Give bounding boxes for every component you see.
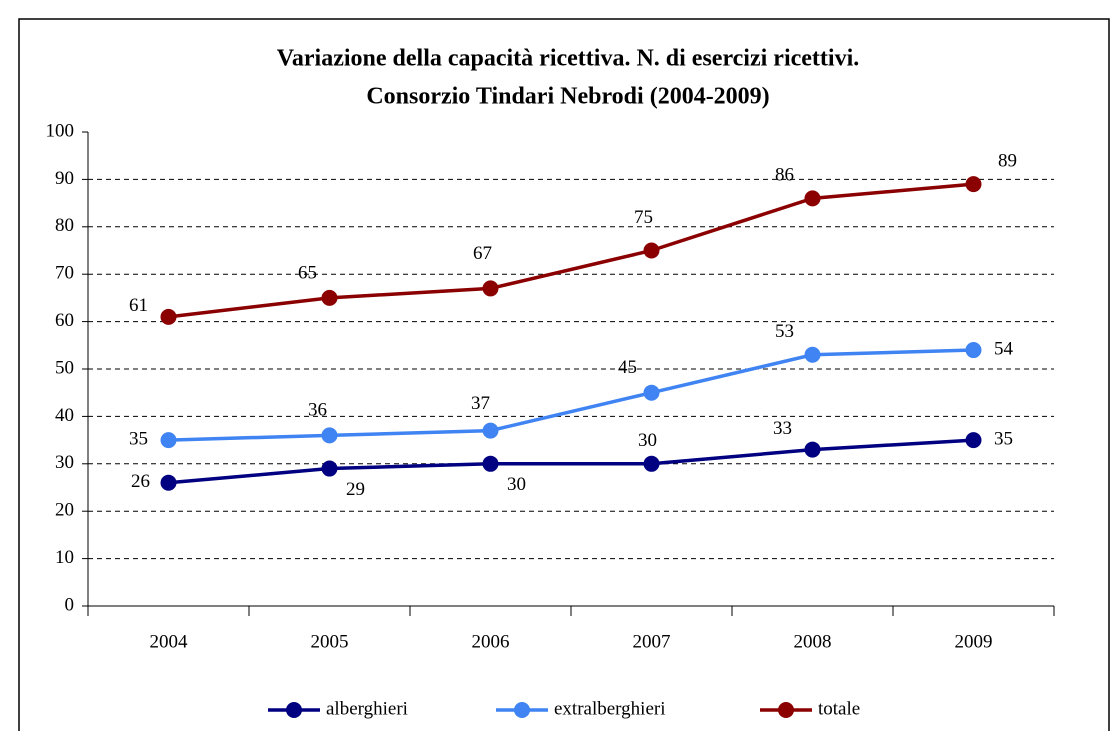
data-label: 67 [473, 243, 492, 264]
point [160, 474, 177, 491]
y-tick-label: 80 [55, 215, 74, 236]
series-line [168, 348, 974, 442]
y-tick-label: 50 [55, 357, 74, 378]
point [160, 432, 177, 449]
legend-marker [286, 702, 302, 718]
legend-marker [514, 702, 530, 718]
point [965, 342, 982, 359]
y-tick-label: 100 [46, 120, 75, 141]
data-label: 45 [618, 357, 637, 378]
point [804, 346, 821, 363]
data-label: 26 [131, 471, 150, 492]
series-line [168, 182, 974, 319]
data-label: 36 [308, 400, 327, 421]
data-label: 35 [994, 428, 1013, 449]
point [321, 427, 338, 444]
point [321, 289, 338, 306]
data-label: 35 [129, 428, 148, 449]
chart-border [18, 18, 1110, 736]
data-label: 53 [775, 321, 794, 342]
data-label: 37 [471, 393, 490, 414]
chart-title: Consorzio Tindari Nebrodi (2004-2009) [366, 84, 769, 110]
point [643, 455, 660, 472]
x-tick-label: 2008 [794, 631, 832, 652]
point [804, 441, 821, 458]
point [643, 384, 660, 401]
point [321, 460, 338, 477]
point [482, 280, 499, 297]
data-label: 89 [998, 150, 1017, 171]
point [160, 308, 177, 325]
data-label: 33 [773, 418, 792, 439]
data-label: 65 [298, 262, 317, 283]
legend-label: alberghieri [326, 698, 408, 719]
data-label: 75 [634, 207, 653, 228]
data-label: 54 [994, 338, 1014, 359]
y-tick-label: 90 [55, 168, 74, 189]
x-tick-label: 2005 [311, 631, 349, 652]
chart-title: Variazione della capacità ricettiva. N. … [277, 46, 860, 72]
y-tick-label: 60 [55, 310, 74, 331]
point [804, 190, 821, 207]
data-label: 30 [507, 474, 526, 495]
point [643, 242, 660, 259]
y-tick-label: 20 [55, 500, 74, 521]
y-tick-label: 0 [65, 594, 75, 615]
x-tick-label: 2006 [472, 631, 510, 652]
legend-label: extralberghieri [554, 698, 666, 719]
x-tick-label: 2007 [633, 631, 671, 652]
point [965, 176, 982, 193]
data-label: 86 [775, 165, 794, 186]
data-label: 61 [129, 295, 148, 316]
series-line [168, 438, 974, 485]
point [965, 432, 982, 449]
data-label: 29 [346, 479, 365, 500]
x-tick-label: 2004 [150, 631, 189, 652]
point [482, 422, 499, 439]
y-tick-label: 30 [55, 452, 74, 473]
x-tick-label: 2009 [955, 631, 993, 652]
data-label: 30 [638, 430, 657, 451]
y-tick-label: 40 [55, 405, 74, 426]
point [482, 455, 499, 472]
legend-marker [778, 702, 794, 718]
y-tick-label: 10 [55, 547, 74, 568]
y-tick-label: 70 [55, 263, 74, 284]
legend-label: totale [818, 698, 860, 719]
